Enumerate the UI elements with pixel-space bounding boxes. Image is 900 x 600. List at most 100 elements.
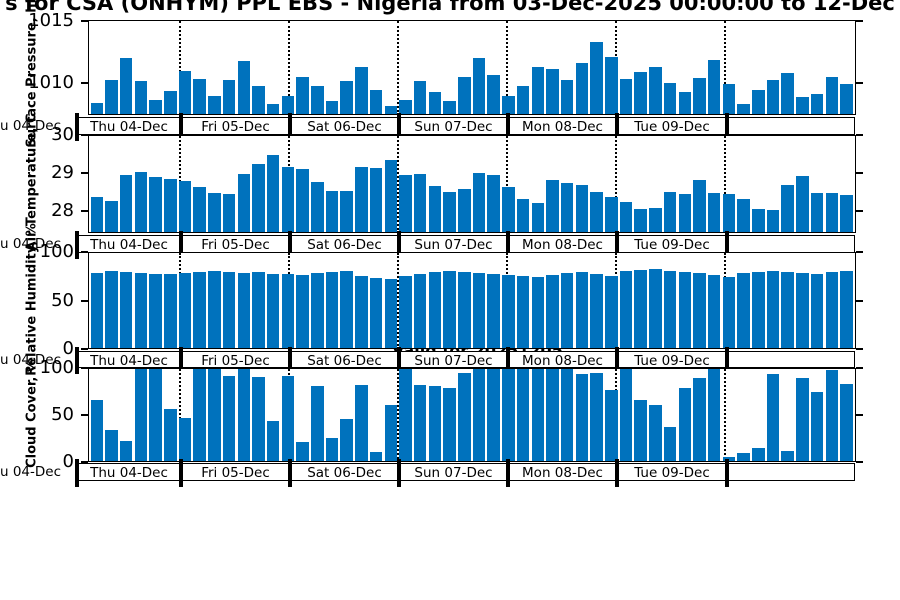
bar <box>458 372 471 461</box>
bar <box>90 197 103 232</box>
bar <box>575 373 589 461</box>
bar <box>531 203 544 232</box>
y-tick-mark-right <box>856 251 863 253</box>
bar <box>766 373 780 461</box>
bar <box>149 273 162 348</box>
day-label: Thu 04-Dec <box>90 119 168 135</box>
bar <box>502 274 515 348</box>
bar <box>546 369 559 461</box>
bar <box>560 80 574 114</box>
bar <box>531 276 544 348</box>
bar <box>590 372 603 461</box>
bar <box>428 272 442 348</box>
y-tick-label: 29 <box>51 162 74 184</box>
y-tick-mark-left <box>81 251 88 253</box>
bar <box>428 185 442 232</box>
day-separator-tick <box>506 347 510 374</box>
bar <box>649 208 662 232</box>
plot-panel-1 <box>88 135 856 233</box>
bar <box>472 273 486 348</box>
bar <box>722 83 736 114</box>
bar <box>663 192 677 232</box>
bar <box>325 190 339 232</box>
day-label: Mon 08-Dec <box>522 465 603 481</box>
day-label: Sun 07-Dec <box>414 237 493 253</box>
bar <box>634 208 647 232</box>
bar <box>355 66 368 114</box>
bar <box>575 63 589 114</box>
bar <box>266 273 280 348</box>
bar <box>752 448 765 461</box>
bar <box>119 174 133 232</box>
day-label-row: Thu 04-Dec Fri 05-Dec Sat 06-Dec Sun 07-Dec… <box>75 113 855 141</box>
bar <box>737 104 750 114</box>
bar <box>605 390 618 461</box>
y-tick-label: 50 <box>51 404 74 425</box>
bar <box>796 273 809 348</box>
day-label: Mon 08-Dec <box>522 119 603 135</box>
y-tick-mark-right <box>856 81 863 84</box>
bar <box>164 179 177 232</box>
bar <box>178 181 192 232</box>
bar <box>164 408 177 461</box>
bar <box>634 270 647 348</box>
bar <box>766 209 780 232</box>
bar <box>722 276 736 348</box>
bar <box>266 104 280 114</box>
plot-panel-2 <box>88 252 856 349</box>
bar <box>134 273 148 348</box>
day-separator-tick <box>506 459 510 487</box>
bar <box>693 77 706 114</box>
bar <box>678 92 691 114</box>
bar <box>619 79 633 114</box>
day-separator-tick <box>615 113 619 141</box>
y-tick-label: 1010 <box>28 71 74 93</box>
bar <box>796 97 809 114</box>
day-gridline <box>397 21 399 114</box>
bar <box>369 451 383 461</box>
day-separator-tick <box>288 459 292 487</box>
bar <box>384 105 397 114</box>
day-separator-tick <box>288 347 292 374</box>
bar <box>487 369 500 461</box>
bar <box>678 272 691 348</box>
day-label: Tue 09-Dec <box>634 465 710 481</box>
bar <box>355 275 368 348</box>
bar <box>340 190 353 232</box>
day-separator-tick <box>506 231 510 259</box>
bar <box>90 103 103 114</box>
day-label: Thu 04-Dec <box>90 237 168 253</box>
bar <box>458 272 471 348</box>
bar <box>413 81 427 114</box>
bar <box>399 369 412 461</box>
y-tick-label: 0 <box>62 338 74 359</box>
y-tick-mark-left <box>81 172 88 175</box>
bar <box>325 438 339 461</box>
bar <box>208 369 221 461</box>
bar <box>472 173 486 232</box>
clipped-day-label: u 04-Dec <box>0 352 62 368</box>
day-separator-tick <box>75 459 79 487</box>
bar <box>413 174 427 232</box>
bar <box>443 100 456 114</box>
day-separator-tick <box>75 113 79 141</box>
bar <box>222 80 236 114</box>
bar <box>266 155 280 232</box>
day-label-row: Thu 04-Dec Fri 05-Dec Sat 06-Dec Sun 07-Dec… <box>75 231 855 259</box>
y-tick-mark-left <box>81 461 88 463</box>
bar <box>237 174 250 232</box>
day-separator-tick <box>75 231 79 259</box>
bar <box>311 86 324 114</box>
y-tick-label: 1015 <box>28 10 74 32</box>
day-separator-tick <box>179 347 183 374</box>
plot-panel-0 <box>88 20 856 115</box>
bar <box>193 79 206 114</box>
bar <box>546 180 559 232</box>
bar <box>443 388 456 461</box>
bar <box>472 58 486 114</box>
day-label: Sun 07-Dec <box>414 465 493 481</box>
bar <box>678 193 691 232</box>
bar <box>222 194 236 232</box>
bar <box>237 369 250 461</box>
day-label: Fri 05-Dec <box>201 119 270 135</box>
